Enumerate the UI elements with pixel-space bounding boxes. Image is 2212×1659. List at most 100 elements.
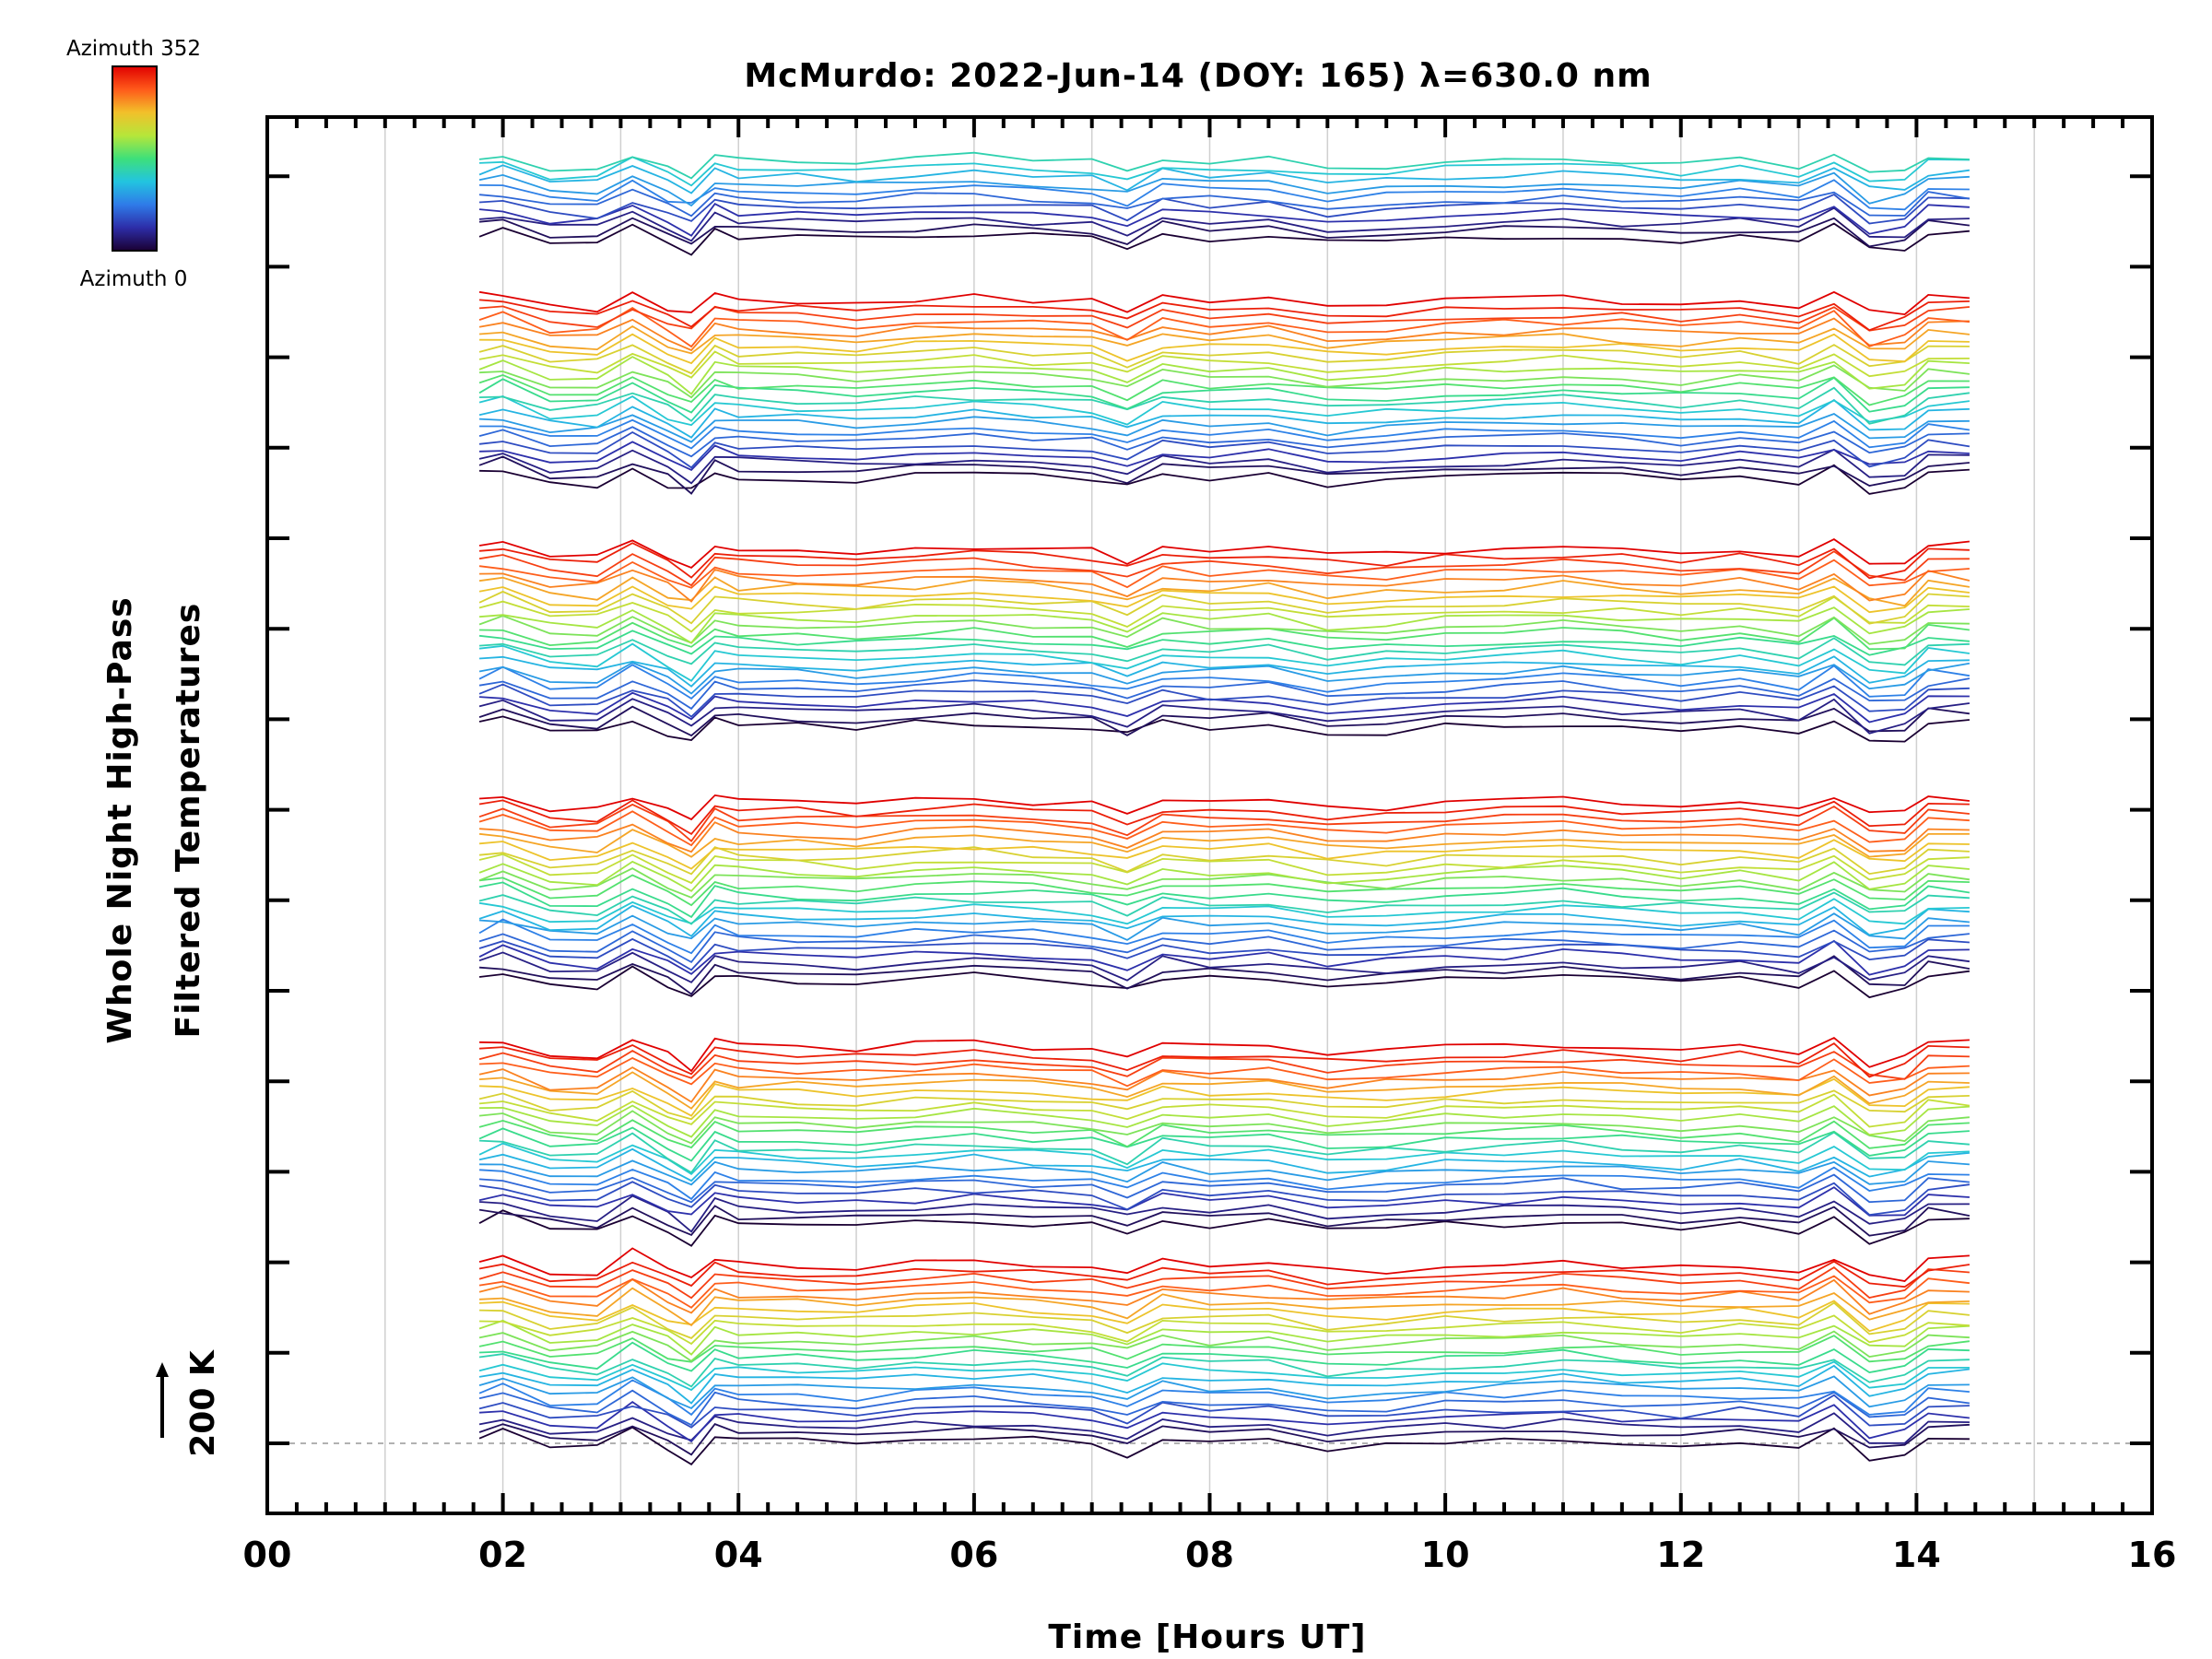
- series-line: [478, 642, 1971, 682]
- series-line: [479, 386, 1971, 425]
- series-line: [478, 1364, 1971, 1405]
- series-line: [479, 1400, 1970, 1443]
- series-line: [479, 846, 1970, 876]
- series-line: [478, 1066, 1970, 1103]
- series-line: [478, 151, 1970, 180]
- series-line: [479, 1056, 1970, 1088]
- series-line: [479, 691, 1970, 724]
- series-line: [479, 324, 1970, 355]
- series-line: [479, 655, 1970, 688]
- series-line: [478, 1360, 1970, 1392]
- series-line: [479, 1159, 1970, 1186]
- series-line: [478, 904, 1970, 937]
- series-line: [478, 1247, 1970, 1282]
- series-line: [478, 929, 1970, 964]
- x-tick-label: 00: [243, 1535, 292, 1575]
- colorbar-top-label: Azimuth 352: [66, 37, 201, 61]
- series-line: [478, 222, 1970, 256]
- series-line: [478, 1265, 1970, 1300]
- series-line: [478, 426, 1970, 458]
- series-line: [478, 290, 1970, 316]
- series-line: [478, 1181, 1971, 1217]
- series-line: [478, 683, 1970, 718]
- series-line: [479, 1341, 1970, 1374]
- series-line: [478, 455, 1970, 495]
- series-line: [478, 1379, 1970, 1417]
- series-line: [478, 344, 1970, 375]
- series-line: [479, 617, 1971, 651]
- series-line: [478, 1394, 1970, 1429]
- series-line: [478, 860, 1970, 892]
- series-line: [478, 891, 1970, 925]
- series-line: [478, 1089, 1970, 1121]
- series-line: [478, 881, 1971, 919]
- series-line: [478, 350, 1970, 379]
- series-line: [478, 1119, 1970, 1149]
- series-line: [478, 664, 1971, 700]
- series-line: [478, 395, 1971, 427]
- series-line: [479, 430, 1971, 469]
- series-line: [478, 937, 1970, 971]
- series-line: [478, 1278, 1970, 1315]
- series-line: [478, 590, 1970, 625]
- x-tick-label: 08: [1185, 1535, 1234, 1575]
- series-line: [478, 898, 1970, 925]
- series-line: [479, 418, 1971, 450]
- series-line: [478, 867, 1971, 899]
- series-line: [478, 705, 1971, 737]
- series-line: [479, 912, 1970, 941]
- series-line: [479, 1314, 1970, 1346]
- series-line: [478, 306, 1970, 348]
- colorbar-bottom-label: Azimuth 0: [80, 267, 188, 291]
- series-line: [478, 939, 1970, 976]
- series-line: [479, 955, 1971, 995]
- series-line: [478, 1205, 1971, 1237]
- series-line: [478, 1275, 1970, 1309]
- series-line: [479, 1166, 1970, 1201]
- series-line: [478, 595, 1970, 633]
- y-axis-label-line1: Whole Night High-Pass: [101, 596, 139, 1043]
- series-line: [479, 1041, 1970, 1078]
- series-line: [479, 1110, 1970, 1145]
- series-line: [479, 794, 1970, 821]
- series-line: [479, 1037, 1970, 1073]
- x-tick-label: 02: [478, 1535, 527, 1575]
- series-line: [479, 1300, 1970, 1333]
- series-line: [478, 538, 1970, 569]
- series-line: [478, 1389, 1971, 1427]
- colorbar: [112, 65, 158, 252]
- series-line: [479, 606, 1970, 644]
- series-line: [479, 568, 1971, 603]
- series-line: [478, 965, 1971, 999]
- series-line: [479, 821, 1970, 853]
- series-line: [478, 715, 1970, 743]
- series-line: [478, 373, 1970, 406]
- series-line: [479, 206, 1970, 242]
- series-line: [479, 1093, 1971, 1128]
- series-line: [479, 1104, 1970, 1138]
- colorbar-legend: Azimuth 352 Azimuth 0: [66, 37, 201, 291]
- baseline-arrow-head: [156, 1362, 169, 1377]
- series-line: [479, 1287, 1970, 1327]
- series-line: [478, 1412, 1970, 1444]
- series-line: [479, 1194, 1970, 1233]
- series-line: [478, 356, 1970, 395]
- series-line: [478, 317, 1970, 352]
- series-line: [478, 398, 1970, 439]
- series-line: [479, 299, 1970, 332]
- series-line: [478, 585, 1971, 614]
- x-tick-label: 06: [949, 1535, 998, 1575]
- series-line: [478, 550, 1970, 587]
- series-line: [479, 179, 1970, 211]
- series-line: [478, 615, 1970, 645]
- series-line: [478, 698, 1971, 735]
- series-line: [478, 853, 1970, 885]
- series-line: [478, 1186, 1970, 1217]
- series-line: [479, 629, 1970, 656]
- series-line: [479, 217, 1971, 248]
- series-line: [479, 1301, 1970, 1339]
- chart-title: McMurdo: 2022-Jun-14 (DOY: 165) λ=630.0 …: [744, 57, 1652, 95]
- series-line: [478, 1426, 1970, 1465]
- series-line: [478, 1375, 1970, 1409]
- series-line: [478, 171, 1970, 207]
